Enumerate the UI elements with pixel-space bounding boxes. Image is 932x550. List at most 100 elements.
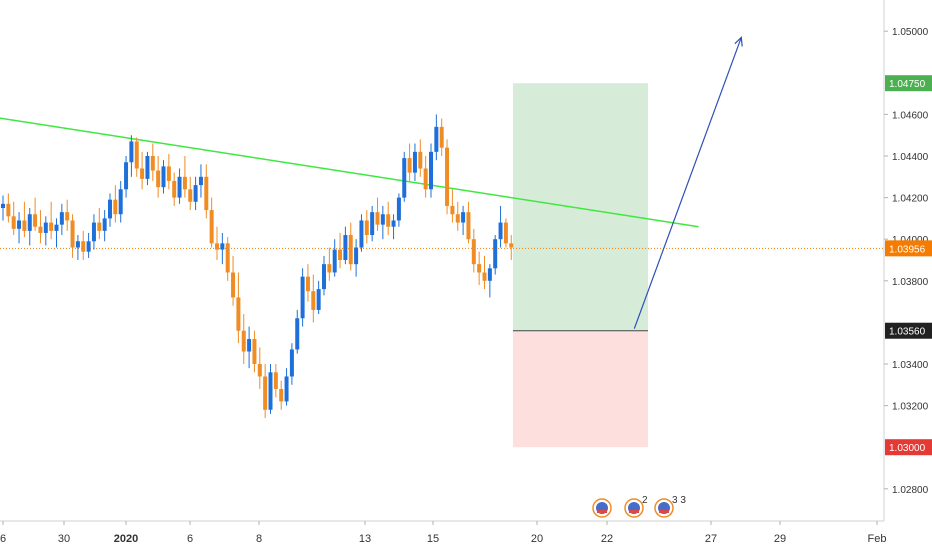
candle-body [166, 166, 171, 181]
candle [54, 218, 59, 248]
candle [215, 226, 219, 260]
candle-body [124, 162, 129, 190]
profit-zone[interactable] [513, 83, 648, 331]
candle [375, 197, 380, 231]
price-tick-label: 1.03800 [892, 277, 929, 288]
candle [188, 176, 193, 211]
candle-body [273, 372, 278, 389]
candle-body [450, 205, 455, 215]
candle-body [332, 249, 337, 273]
candle-body [86, 241, 91, 252]
economic-event-marker[interactable] [592, 498, 612, 518]
loss-zone[interactable] [513, 330, 648, 448]
candle-body [102, 218, 107, 231]
candle [145, 151, 150, 186]
candle-body [145, 156, 150, 179]
candle-body [252, 339, 257, 364]
candle-body [455, 214, 460, 223]
candle-body [156, 170, 161, 188]
price-tick-label: 1.04600 [892, 110, 929, 121]
candle [407, 143, 412, 181]
economic-event-marker[interactable]: 3 3 [654, 495, 686, 518]
candle [493, 235, 498, 275]
flag-icon-stripe [597, 510, 607, 513]
projection-arrow-shaft[interactable] [633, 37, 742, 329]
candle [236, 272, 241, 344]
candle-body [97, 222, 102, 231]
candle-body [59, 212, 64, 225]
candle [161, 160, 166, 194]
candle [455, 201, 460, 231]
time-tick-label: 6 [187, 533, 193, 545]
candle [172, 172, 177, 206]
time-tick-label: 8 [256, 533, 262, 545]
candle [22, 201, 27, 238]
candle [289, 343, 294, 385]
price-badge-label: 1.04750 [889, 79, 926, 90]
candle-body [407, 158, 412, 173]
candle-body [477, 264, 482, 273]
candle [305, 264, 310, 302]
candle-body [471, 239, 476, 265]
time-axis[interactable]: 6 30 2020 6 8 13 15 20 22 27 29 Feb [0, 520, 886, 545]
candle-body [289, 349, 294, 377]
candle-body [108, 199, 112, 219]
candle [429, 143, 433, 198]
candle-body [215, 243, 219, 250]
candle [477, 251, 482, 285]
candle-body [134, 141, 139, 169]
candle [380, 205, 385, 240]
price-badge: 1.03000 [885, 439, 932, 456]
candle-body [231, 272, 236, 298]
candle [97, 208, 102, 240]
candle-body [279, 388, 284, 402]
candle-body [140, 168, 145, 179]
candle [49, 201, 54, 240]
candle [247, 326, 252, 369]
price-axis[interactable]: 1.050001.046001.044001.042001.040001.038… [883, 0, 932, 521]
candle-body [316, 289, 321, 310]
economic-event-marker[interactable]: 2 [624, 495, 648, 518]
candle-body [295, 318, 300, 350]
candle-body [364, 220, 369, 236]
candle [108, 193, 112, 227]
candle-body [209, 210, 214, 244]
candle [113, 185, 118, 223]
candle-body [284, 376, 289, 402]
candle [140, 151, 145, 190]
time-tick-label: 6 [0, 533, 6, 545]
candle-body [177, 176, 182, 198]
price-badge-bg [885, 322, 932, 339]
candle [257, 347, 262, 389]
candle [263, 364, 268, 419]
candle [124, 156, 129, 198]
candle [241, 314, 246, 364]
price-badge: 1.04750 [885, 75, 932, 92]
candle [81, 230, 86, 260]
candle [1, 195, 5, 221]
candle-body [311, 291, 316, 310]
price-badge-label: 1.03000 [889, 443, 926, 454]
candle [509, 235, 514, 260]
candle [11, 201, 16, 236]
candle [102, 210, 107, 242]
candle [38, 210, 43, 244]
candle-body [482, 272, 487, 281]
candle-body [418, 151, 423, 169]
candle [182, 156, 187, 198]
trendline[interactable] [0, 114, 699, 228]
event-count: 3 3 [672, 495, 686, 506]
price-tick-label: 1.02800 [892, 485, 929, 496]
candle [332, 239, 337, 277]
candle [487, 264, 492, 298]
candle-body [27, 214, 32, 231]
candle [423, 156, 428, 198]
price-tick-label: 1.03400 [892, 360, 929, 371]
candle-body [263, 376, 268, 410]
candle-body [305, 276, 310, 292]
time-tick-label: 20 [531, 533, 543, 545]
candle [471, 228, 476, 273]
candle [193, 176, 198, 211]
